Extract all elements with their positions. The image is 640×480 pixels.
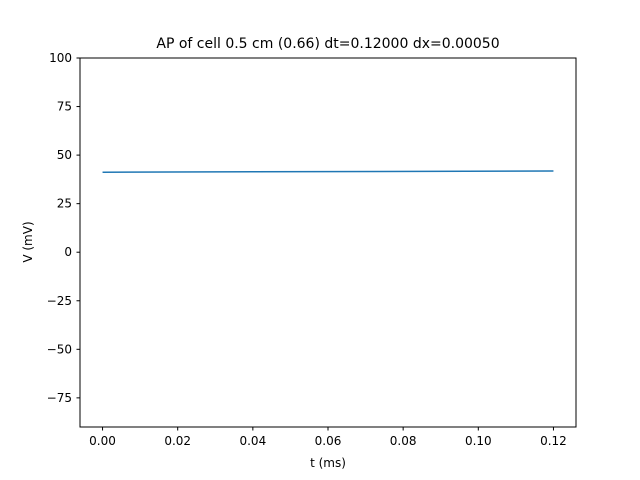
- axis-ticks: 0.00 0.02 0.04 0.06 0.08 0.10 0.12 −75 −50 −25 0 25…: [47, 51, 567, 448]
- y-tick-label: 75: [57, 100, 72, 114]
- x-tick-label: 0.10: [465, 434, 492, 448]
- x-tick-label: 0.06: [315, 434, 342, 448]
- y-tick-label: 0: [64, 245, 72, 259]
- x-tick-label: 0.08: [390, 434, 417, 448]
- x-tick-label: 0.04: [239, 434, 266, 448]
- y-tick-label: 25: [57, 197, 72, 211]
- y-tick-label: −25: [47, 294, 72, 308]
- axes-frame: [79, 57, 577, 428]
- chart-title: AP of cell 0.5 cm (0.66) dt=0.12000 dx=0…: [156, 36, 499, 52]
- y-tick-label: −75: [47, 391, 72, 405]
- series-line-0: [102, 170, 554, 173]
- y-tick-label: 50: [57, 148, 72, 162]
- y-tick-label: 100: [49, 51, 72, 65]
- plot-area: [79, 57, 577, 428]
- x-axis-label: t (ms): [310, 456, 346, 470]
- x-tick-label: 0.12: [540, 434, 567, 448]
- y-axis-label: V (mV): [21, 221, 35, 262]
- x-tick-label: 0.02: [164, 434, 191, 448]
- x-tick-label: 0.00: [89, 434, 116, 448]
- y-tick-label: −50: [47, 342, 72, 356]
